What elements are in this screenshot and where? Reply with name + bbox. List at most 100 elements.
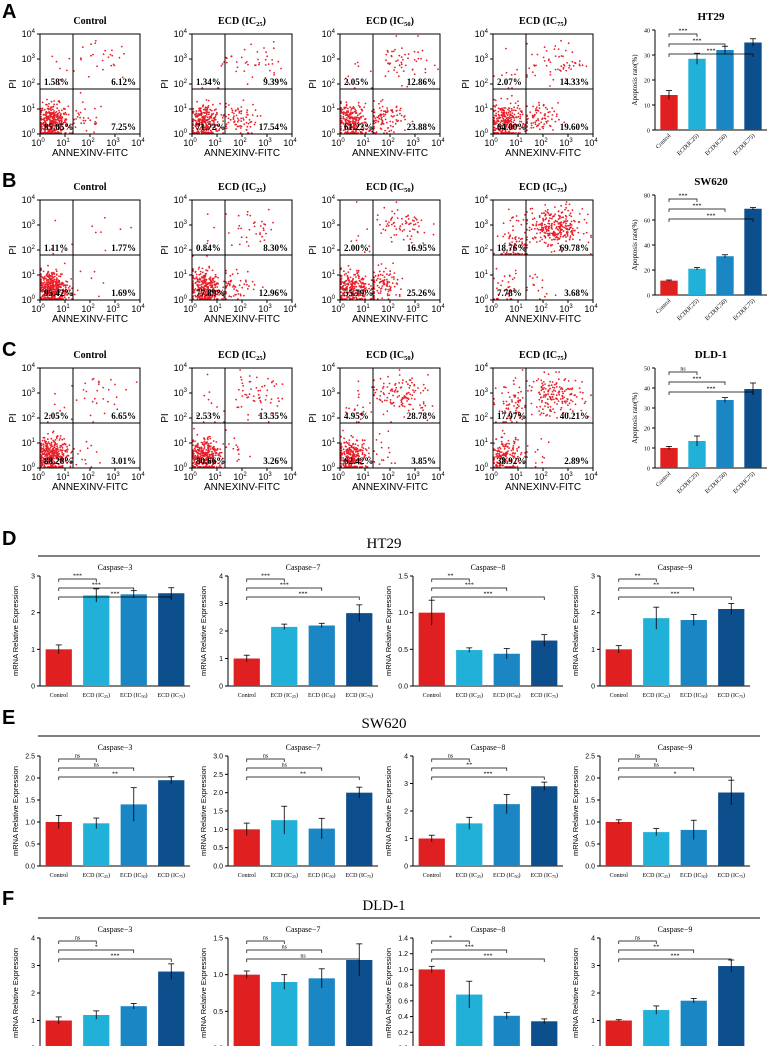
dot <box>195 114 198 117</box>
dot <box>494 109 497 112</box>
dot <box>391 276 393 279</box>
y-tick-label: 101 <box>475 270 489 280</box>
dot <box>58 439 61 441</box>
dot <box>345 125 348 127</box>
x-tick-label: 104 <box>283 138 297 148</box>
dot <box>42 446 45 448</box>
dot <box>239 369 242 371</box>
dot <box>45 448 48 451</box>
tick-exp: 3 <box>116 304 120 310</box>
dot <box>61 109 63 112</box>
dot <box>59 78 62 81</box>
tick-exp: 2 <box>243 472 247 478</box>
tick-base: 10 <box>22 270 32 280</box>
dot <box>536 109 538 111</box>
dot <box>68 285 71 288</box>
dot <box>49 278 52 281</box>
dot <box>574 229 576 232</box>
plot-title: Control <box>73 16 106 27</box>
dot <box>349 449 352 451</box>
dot <box>387 70 390 73</box>
dot <box>265 232 267 235</box>
dot <box>361 451 364 454</box>
dot <box>44 125 47 127</box>
dot <box>75 118 77 120</box>
tick-base: 10 <box>208 472 218 482</box>
dot <box>203 437 206 440</box>
dot <box>395 110 398 112</box>
dot <box>212 121 215 123</box>
dot <box>212 440 215 442</box>
dot <box>56 445 58 448</box>
dot <box>349 268 352 271</box>
dot <box>387 224 390 227</box>
dot <box>221 63 224 65</box>
dot <box>40 131 42 134</box>
dot <box>514 109 517 112</box>
dot <box>47 129 50 131</box>
dot <box>267 63 270 65</box>
tick-exp: 1 <box>366 138 370 144</box>
tick-exp: 0 <box>485 129 489 135</box>
tick-exp: 2 <box>544 138 548 144</box>
dot <box>102 398 105 400</box>
title-main: ECD (IC <box>218 16 256 27</box>
dot <box>216 111 218 114</box>
x-axis-label: ANNEXINV-FITC <box>52 314 128 325</box>
dot <box>252 103 254 106</box>
dot <box>396 120 399 123</box>
tick-exp: 1 <box>218 138 222 144</box>
dot <box>208 266 211 269</box>
dot <box>220 64 223 67</box>
x-tick-label: 102 <box>81 472 95 482</box>
dot <box>192 126 194 129</box>
tick-base: 10 <box>475 54 485 64</box>
dot <box>104 216 106 219</box>
dot <box>345 105 348 107</box>
plot-title: ECD (IC25) <box>218 182 266 194</box>
dot <box>52 279 55 282</box>
dot <box>494 99 497 102</box>
dot <box>565 231 568 234</box>
quadrant-ul: 18.76% <box>497 243 526 253</box>
dot <box>110 378 112 381</box>
tick-exp: 4 <box>441 138 445 144</box>
dot <box>199 118 201 120</box>
dot <box>545 64 548 67</box>
dot <box>205 99 208 101</box>
dot <box>91 225 94 228</box>
x-axis-label: ANNEXINV-FITC <box>204 482 280 493</box>
y-axis-label: PI <box>308 245 319 254</box>
dot <box>368 130 371 133</box>
dot <box>113 403 116 406</box>
dot <box>225 102 227 105</box>
quadrant-ul: 2.07% <box>497 77 522 87</box>
dot <box>243 283 246 286</box>
dot <box>549 73 552 76</box>
dot <box>121 76 124 79</box>
dot <box>387 290 390 293</box>
dot <box>540 222 543 225</box>
dot <box>54 124 57 127</box>
title-end: ) <box>263 350 266 361</box>
dot <box>389 120 392 123</box>
dot <box>53 124 55 127</box>
scatter-dots <box>192 208 274 300</box>
x-tick-label: 102 <box>534 138 548 148</box>
dot <box>529 275 531 278</box>
tick-base: 10 <box>174 29 184 39</box>
dot <box>246 61 248 63</box>
dot <box>85 440 88 443</box>
dot <box>347 111 350 113</box>
dot <box>585 222 588 224</box>
dot <box>355 239 358 242</box>
tick-exp: 2 <box>391 138 395 144</box>
dot <box>197 125 200 127</box>
dot <box>578 64 581 67</box>
dot <box>367 447 370 449</box>
dot <box>240 227 242 230</box>
dot <box>194 271 197 274</box>
dot <box>386 223 389 225</box>
dot <box>548 227 550 230</box>
dot <box>244 393 247 396</box>
